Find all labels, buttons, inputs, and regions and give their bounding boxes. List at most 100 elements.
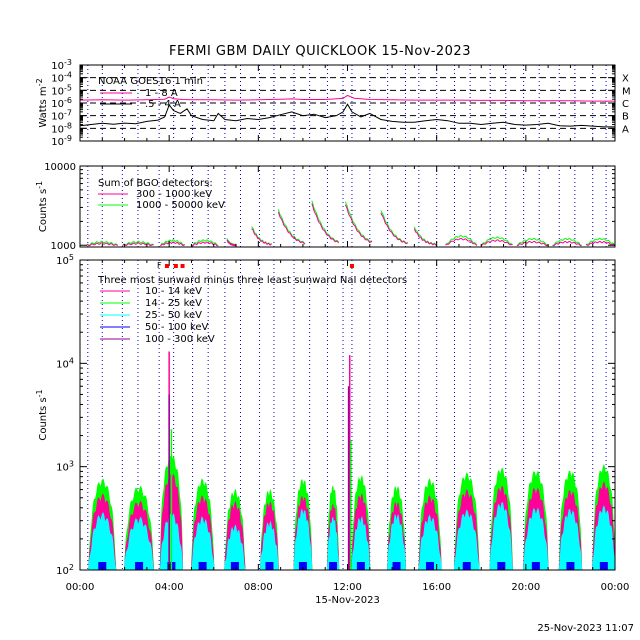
bgo-magenta-segment: [86, 242, 119, 247]
legend-title: Sum of BGO detectors:: [98, 178, 213, 189]
title: FERMI GBM DAILY QUICKLOOK 15-Nov-2023: [169, 44, 471, 59]
bgo-green-segment: [311, 200, 339, 243]
bgo-green-segment: [191, 239, 219, 246]
nai-cyan-band: [326, 517, 340, 571]
y-tick-label: 10-9: [51, 134, 72, 148]
legend-entry: 300 - 1000 keV: [136, 189, 212, 200]
nai-blue-band: [265, 562, 274, 570]
class-level-label: X: [622, 74, 629, 85]
legend-entry: 14 - 25 keV: [145, 298, 202, 309]
bgo-green-segment: [344, 201, 373, 242]
legend-entry: 1000 - 50000 keV: [136, 200, 225, 211]
bgo-green-segment: [516, 237, 549, 246]
y-tick-label: 10-4: [51, 71, 72, 85]
y-axis-label: Watts m-2: [35, 78, 49, 127]
legend-title: Three most sunward minus three least sun…: [97, 275, 407, 286]
nai-blue-band: [356, 562, 365, 570]
nai-cyan-band: [293, 508, 313, 571]
nai-blue-band: [135, 562, 144, 570]
footer-timestamp: 25-Nov-2023 11:07: [537, 623, 634, 634]
nai-blue-band: [599, 562, 608, 570]
nai-cyan-band: [523, 507, 549, 571]
bgo-green-segment: [445, 235, 478, 246]
bgo-magenta-segment: [516, 240, 549, 247]
y-tick-label: 10-7: [51, 109, 72, 123]
nai-blue-band: [531, 562, 540, 570]
y-tick-label: 10-6: [51, 96, 72, 110]
x-axis-label: 15-Nov-2023: [315, 595, 380, 606]
x-tick-label: 00:00: [66, 582, 95, 593]
legend-entry: 25 - 50 keV: [145, 310, 202, 321]
series-black-line: [79, 103, 615, 128]
bgo-magenta-segment: [344, 204, 373, 243]
x-tick-label: 20:00: [511, 582, 540, 593]
y-tick-label: 10-5: [51, 83, 72, 97]
y-tick-label: 10-3: [51, 58, 72, 72]
x-axis: 00:00 04:00 08:00 12:00 16:00 20:00 00:00 15-No…: [66, 582, 630, 606]
flare-flag-mark: [180, 264, 185, 268]
bgo-magenta-segment: [226, 239, 237, 247]
bgo-green-segment: [122, 240, 154, 246]
nai-blue-band: [392, 562, 401, 570]
flare-flag-mark: [164, 264, 169, 268]
flare-flag-mark: [173, 264, 178, 268]
bgo-green-segment: [480, 236, 513, 246]
bgo-green-segment: [86, 240, 119, 246]
x-tick-label: 12:00: [333, 582, 362, 593]
legend-entry: 100 - 300 keV: [145, 334, 215, 345]
y-tick-label: 10000: [44, 162, 76, 173]
nai-panel: 105 104 103 102 Counts s-1 F Three most sunwar…: [35, 253, 616, 577]
legend-entry: .5 - 4 A: [145, 99, 181, 110]
bgo-magenta-segment: [552, 240, 582, 247]
x-tick-label: 08:00: [244, 582, 273, 593]
bgo-magenta-segment: [445, 237, 478, 246]
nai-blue-band: [198, 562, 207, 570]
nai-blue-band: [230, 562, 239, 570]
nai-blue-band: [329, 562, 338, 570]
bgo-magenta-segment: [380, 212, 408, 245]
bgo-magenta-segment: [251, 228, 272, 246]
y-tick-label: 1000: [51, 241, 76, 252]
bgo-magenta-segment: [480, 239, 513, 246]
flare-flag-mark: [349, 264, 354, 268]
nai-cyan-band: [418, 514, 442, 571]
nai-cyan-band: [191, 516, 215, 571]
bgo-magenta-segment: [311, 203, 339, 244]
nai-cyan-band: [124, 516, 155, 571]
legend-entry: 50 - 100 keV: [145, 322, 209, 333]
nai-cyan-band: [351, 516, 371, 571]
y-tick-label: 10-8: [51, 121, 72, 135]
y-tick-label: 105: [56, 253, 74, 267]
nai-blue-band: [298, 562, 307, 570]
y-axis-label: Counts s-1: [35, 389, 49, 440]
bgo-green-segment: [160, 239, 185, 246]
class-level-label: M: [622, 86, 631, 97]
class-level-label: C: [622, 99, 629, 110]
bgo-magenta-segment: [585, 240, 616, 247]
bgo-green-segment: [251, 226, 272, 246]
legend-entry: 1 - 8 A: [145, 88, 178, 99]
bgo-magenta-segment: [122, 242, 154, 247]
y-tick-label: 103: [56, 460, 74, 474]
flare-flag-label: F: [157, 261, 162, 270]
bgo-magenta-segment: [160, 241, 185, 247]
x-tick-label: 16:00: [422, 582, 451, 593]
class-level-label: A: [622, 124, 629, 135]
nai-blue-band: [497, 562, 506, 570]
y-tick-label: 104: [56, 356, 74, 370]
nai-blue-band: [566, 562, 575, 570]
nai-blue-band: [462, 562, 471, 570]
bgo-green-segment: [585, 237, 616, 246]
nai-cyan-band: [592, 505, 616, 571]
nai-cyan-band: [260, 520, 279, 571]
nai-blue-band: [425, 562, 434, 570]
bgo-green-segment: [277, 209, 306, 244]
nai-cyan-band: [387, 513, 407, 571]
bgo-magenta-segment: [277, 211, 306, 245]
x-tick-label: 04:00: [155, 582, 184, 593]
series-magenta-line: [79, 94, 615, 102]
nai-blue-band: [98, 562, 107, 570]
y-tick-label: 102: [56, 563, 74, 577]
